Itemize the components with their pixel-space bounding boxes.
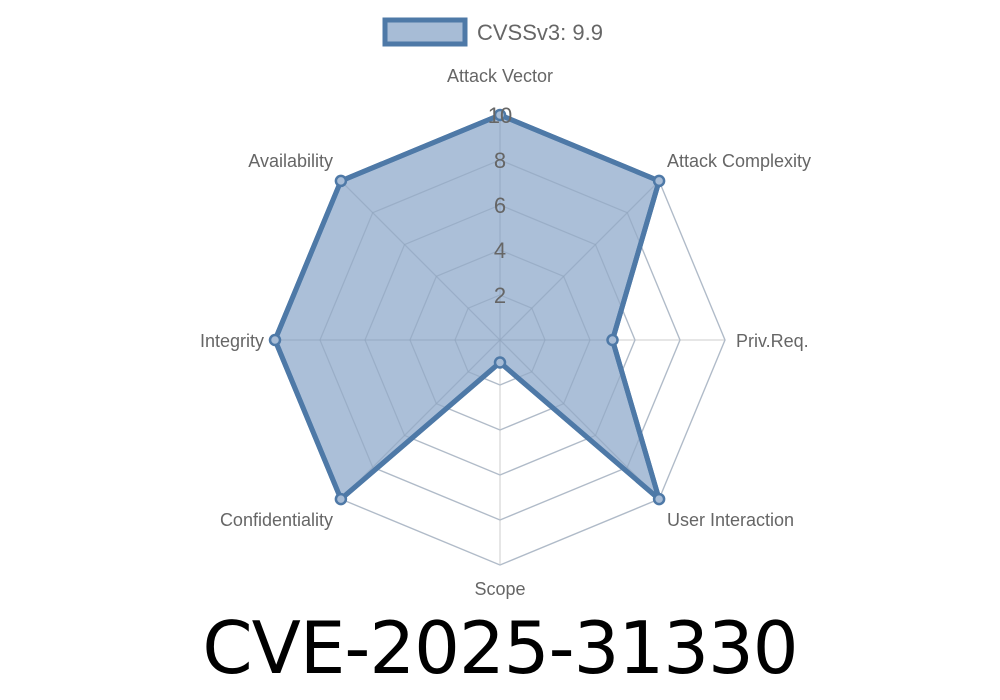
legend-label: CVSSv3: 9.9 <box>477 20 603 45</box>
tick-label: 4 <box>494 238 506 263</box>
data-point <box>493 108 507 122</box>
axis-label: Integrity <box>200 331 264 351</box>
data-point <box>652 174 666 188</box>
axis-label: Priv.Req. <box>736 331 809 351</box>
axis-label: Attack Vector <box>447 66 553 86</box>
axis-label: Attack Complexity <box>667 151 811 171</box>
grid-ring-overlay <box>364 204 636 476</box>
axis-label: Confidentiality <box>220 510 333 530</box>
axis-label: Scope <box>474 579 525 599</box>
tick-label: 10 <box>488 103 512 128</box>
tick-label: 8 <box>494 148 506 173</box>
legend-swatch <box>382 17 468 47</box>
data-point <box>334 174 348 188</box>
grid-ring-overlay <box>319 159 681 521</box>
grid-spoke-overlay <box>499 180 660 341</box>
grid-ring-overlay <box>454 294 546 386</box>
grid-ring-overlay <box>409 249 591 431</box>
data-point <box>268 333 282 347</box>
grid-spoke-overlay <box>499 339 660 500</box>
data-point <box>493 356 507 369</box>
data-point <box>334 492 348 506</box>
grid-spoke-overlay <box>340 339 501 500</box>
data-point <box>606 333 619 347</box>
axis-label: User Interaction <box>667 510 794 530</box>
tick-label: 6 <box>494 193 506 218</box>
axis-label: Availability <box>248 151 333 171</box>
grid-spoke-overlay <box>340 180 501 341</box>
cve-id-caption: CVE-2025-31330 <box>202 606 798 690</box>
data-point <box>652 492 666 506</box>
tick-label: 2 <box>494 283 506 308</box>
